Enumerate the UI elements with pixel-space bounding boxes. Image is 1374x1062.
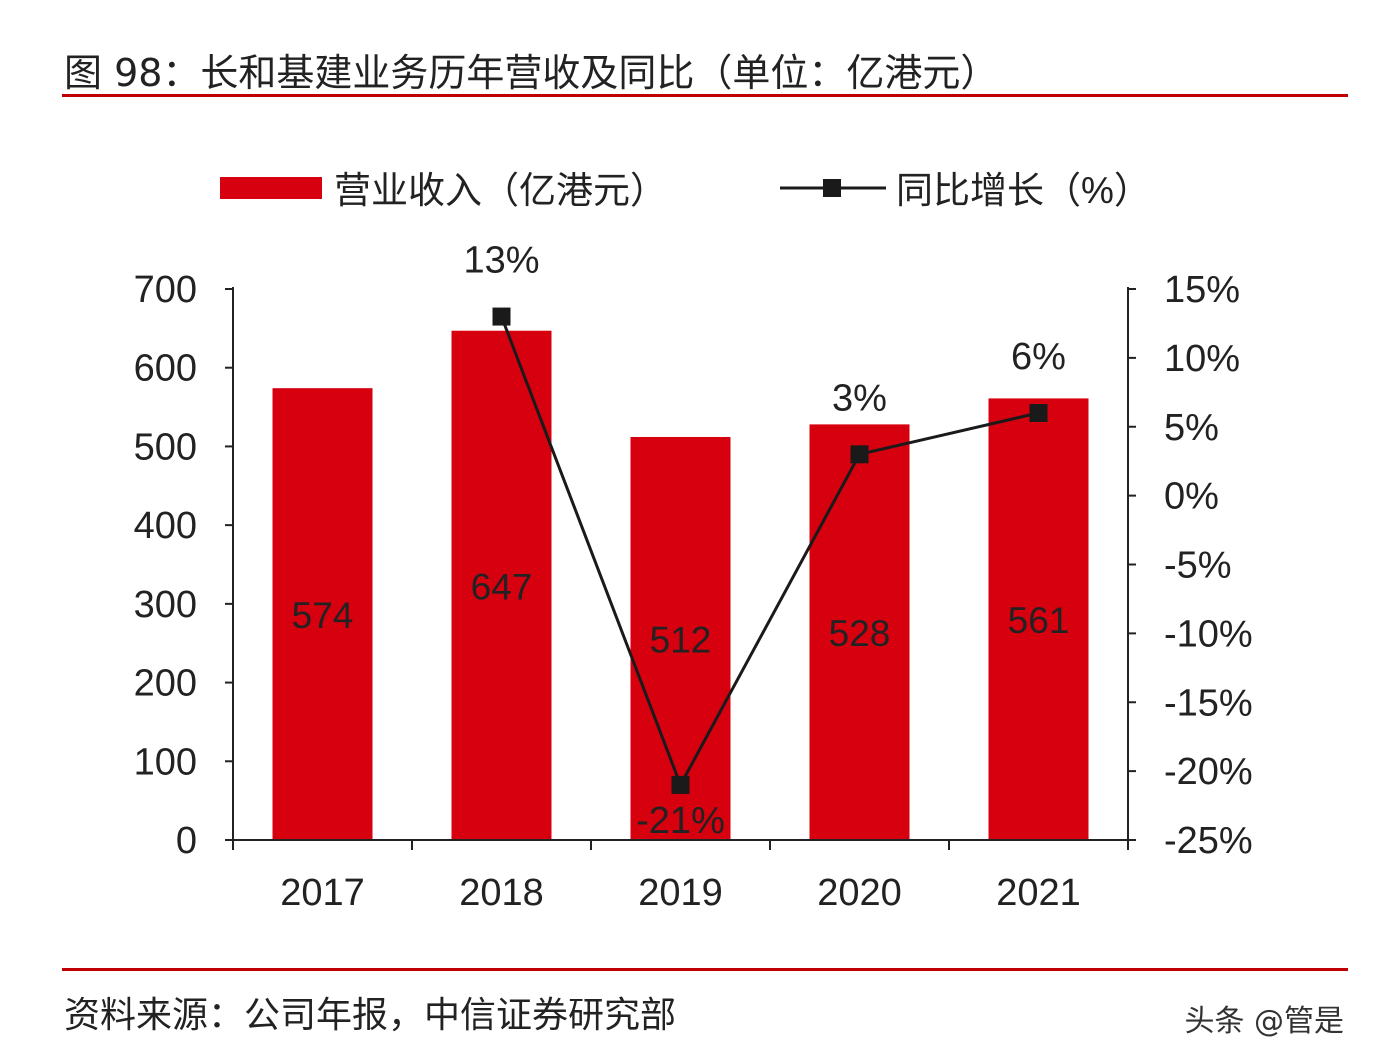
legend-bar-label: 营业收入（亿港元）	[334, 170, 667, 211]
bar-2017	[272, 388, 373, 840]
bar-2018	[451, 330, 552, 840]
legend-line-label: 同比增长（%）	[896, 170, 1151, 211]
bar-label-2017: 574	[292, 595, 354, 636]
left-tick-label: 0	[176, 820, 197, 862]
growth-label-2021: 6%	[1011, 336, 1066, 378]
growth-point-2020	[850, 445, 869, 464]
right-tick-label: -10%	[1164, 613, 1253, 655]
source-note: 资料来源：公司年报，中信证券研究部	[64, 995, 677, 1036]
watermark: 头条 @管是	[1184, 1004, 1344, 1039]
right-tick-label: -15%	[1164, 682, 1253, 724]
left-tick-label: 500	[134, 426, 197, 468]
growth-label-2020: 3%	[832, 377, 887, 419]
left-tick-label: 600	[134, 348, 197, 390]
bar-label-2020: 528	[829, 613, 891, 654]
growth-line	[500, 316, 1039, 789]
x-tick-label: 2021	[996, 872, 1081, 914]
footer-rule	[62, 968, 1348, 971]
growth-point-2018	[492, 307, 511, 326]
legend-bar-swatch	[220, 177, 322, 199]
x-tick-label: 2017	[280, 872, 365, 914]
chart-title: 图 98：长和基建业务历年营收及同比（单位：亿港元）	[64, 51, 999, 95]
right-tick-label: 10%	[1164, 338, 1240, 380]
bar-label-2021: 561	[1008, 600, 1070, 641]
x-tick-label: 2020	[817, 872, 902, 914]
right-tick-label: 5%	[1164, 407, 1219, 449]
bar-label-2018: 647	[471, 566, 533, 607]
left-tick-label: 700	[134, 269, 197, 311]
bar-2020	[809, 424, 910, 840]
left-tick-label: 400	[134, 505, 197, 547]
growth-label-2018: 13%	[463, 240, 539, 282]
title-rule	[62, 94, 1348, 97]
right-tick-label: -25%	[1164, 820, 1253, 862]
growth-label-2019: -21%	[636, 800, 725, 842]
left-tick-label: 300	[134, 584, 197, 626]
right-tick-label: 15%	[1164, 269, 1240, 311]
bar-label-2019: 512	[650, 619, 712, 660]
right-tick-label: -20%	[1164, 751, 1253, 793]
legend-line-marker	[823, 179, 841, 197]
x-tick-label: 2019	[638, 872, 723, 914]
growth-point-2021	[1029, 403, 1048, 422]
growth-point-2019	[671, 775, 690, 794]
bar-2021	[988, 398, 1089, 840]
right-tick-label: -5%	[1164, 545, 1232, 587]
right-tick-label: 0%	[1164, 476, 1219, 518]
x-tick-label: 2018	[459, 872, 544, 914]
left-tick-label: 200	[134, 663, 197, 705]
left-tick-label: 100	[134, 741, 197, 783]
bar-2019	[630, 436, 731, 840]
